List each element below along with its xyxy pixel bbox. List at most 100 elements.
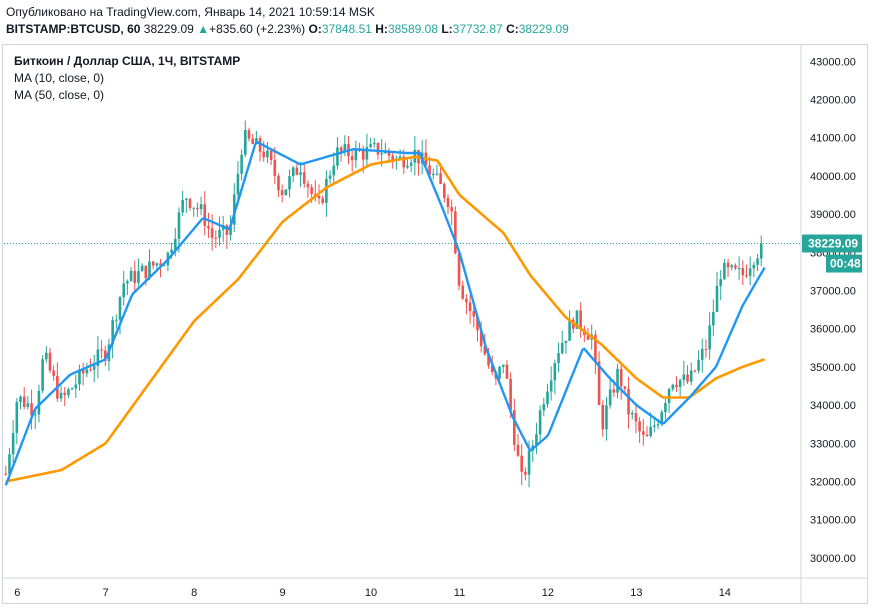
candle-body [361, 150, 365, 160]
candle-body [520, 455, 523, 472]
candle-body [59, 392, 63, 399]
x-tick-label: 6 [14, 587, 20, 599]
change-value: +835.60 (+2.23%) [209, 22, 306, 36]
candle-body [741, 268, 745, 276]
candle-body [667, 389, 671, 403]
candle-body [148, 261, 151, 278]
low-label: L: [441, 22, 453, 36]
x-tick-label: 11 [454, 587, 465, 599]
candle-body [325, 178, 328, 203]
candle-body [185, 198, 188, 201]
ma10-line [4, 140, 766, 486]
candle-body [450, 207, 453, 212]
candle-body [350, 156, 354, 161]
candle-body [586, 335, 590, 340]
candle-body [144, 265, 148, 278]
candle-body [568, 319, 571, 341]
y-tick-label: 35000.00 [810, 362, 856, 374]
candle-body [457, 253, 461, 286]
candle-body [19, 396, 22, 403]
candle-body [542, 404, 546, 411]
candle-body [671, 384, 675, 390]
candle-body [115, 319, 118, 321]
candle-body [30, 403, 33, 416]
y-tick-label: 31000.00 [810, 515, 856, 527]
candle-body [126, 281, 129, 284]
candle-body [630, 413, 634, 415]
candle-body [317, 196, 321, 199]
candle-body [575, 310, 579, 329]
high-value: 38589.08 [387, 22, 438, 36]
candle-body [505, 364, 509, 379]
candle-body [129, 270, 133, 282]
candle-body [232, 194, 236, 225]
open-label: O: [308, 22, 322, 36]
candle-body [269, 150, 273, 161]
y-tick-label: 32000.00 [810, 476, 856, 488]
candle-body [498, 366, 501, 379]
candle-body [236, 173, 240, 195]
candle-body [726, 262, 730, 268]
y-tick-label: 39000.00 [810, 209, 856, 221]
candle-body [247, 130, 251, 139]
candle-body [100, 349, 103, 351]
candle-body [513, 410, 516, 445]
candle-body [111, 320, 114, 345]
candle-body [461, 285, 465, 299]
candle-body [218, 229, 221, 238]
candle-body [398, 156, 402, 159]
candle-body [719, 279, 722, 287]
candle-body [336, 147, 339, 166]
candle-body [560, 342, 564, 354]
ma50-line [5, 155, 766, 483]
candle-body [177, 212, 181, 240]
candle-body [280, 190, 284, 195]
candle-body [328, 175, 332, 179]
candle-body [15, 402, 19, 433]
candle-body [41, 359, 44, 391]
candle-body [321, 198, 324, 203]
candle-body [137, 271, 140, 283]
candle-body [266, 150, 269, 158]
last-price-label-box [802, 234, 862, 253]
candle-body [372, 142, 376, 145]
candle-body [181, 200, 184, 213]
candle-body [612, 389, 616, 393]
candle-body [151, 261, 155, 266]
candle-body [431, 173, 435, 176]
candle-body [277, 175, 280, 191]
candle-body [140, 265, 144, 272]
candle-body [656, 424, 660, 426]
candle-body [11, 432, 15, 455]
legend-ma10[interactable]: MA (10, close, 0) [14, 71, 105, 85]
candle-body [697, 359, 700, 371]
candle-body [546, 391, 549, 405]
candle-body [258, 138, 262, 152]
candle-body [428, 165, 431, 176]
candle-body [752, 264, 756, 269]
countdown-box [826, 254, 862, 273]
close-label: C: [506, 22, 519, 36]
candle-body [302, 172, 306, 184]
candle-body [605, 405, 608, 430]
candle-body [564, 340, 568, 343]
candle-body [8, 454, 11, 475]
candle-body [619, 368, 623, 387]
candle-body [409, 162, 413, 166]
candle-body [45, 352, 48, 360]
candle-body [535, 434, 538, 446]
candle-body [675, 384, 678, 388]
candle-body [700, 348, 704, 360]
candle-body [89, 369, 92, 371]
candle-body [490, 365, 494, 373]
candle-body [380, 153, 383, 155]
candle-body [369, 144, 372, 148]
candle-body [623, 386, 627, 389]
legend-ma50[interactable]: MA (50, close, 0) [14, 88, 105, 102]
countdown-label: 00:48 [826, 254, 862, 273]
candle-body [387, 150, 391, 156]
candle-body [210, 228, 214, 238]
candle-body [203, 204, 207, 226]
candle-body [159, 263, 162, 266]
